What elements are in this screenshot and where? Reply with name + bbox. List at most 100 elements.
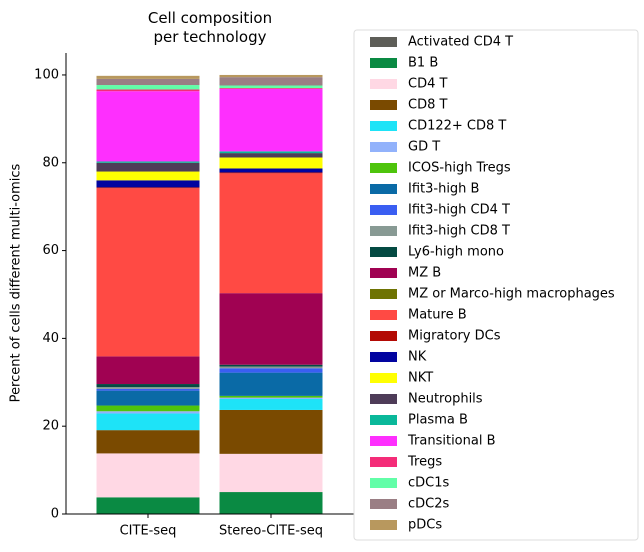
legend-label: GD T xyxy=(408,140,440,155)
legend-label: Transitional B xyxy=(407,434,496,449)
bar-segment xyxy=(97,188,200,356)
legend-label: Mature B xyxy=(408,308,467,323)
legend-swatch xyxy=(370,499,397,509)
legend-label: Neutrophils xyxy=(408,392,483,407)
bar-segment xyxy=(97,91,200,161)
legend-label: CD122+ CD8 T xyxy=(408,119,506,134)
bar-segment xyxy=(220,410,323,454)
legend-swatch xyxy=(370,478,397,488)
bar-segment xyxy=(97,453,200,497)
legend-swatch xyxy=(370,58,397,68)
y-tick-label: 0 xyxy=(51,507,59,522)
legend-swatch xyxy=(370,457,397,467)
bar-segment xyxy=(97,356,200,384)
legend-swatch xyxy=(370,205,397,215)
x-tick-label: CITE-seq xyxy=(120,524,177,539)
bar-segment xyxy=(97,172,200,181)
legend-swatch xyxy=(370,247,397,257)
bar-segment xyxy=(220,293,323,365)
legend-label: Ly6-high mono xyxy=(408,245,504,260)
bar-segment xyxy=(220,153,323,157)
bar-segment xyxy=(220,365,323,367)
bar-segment xyxy=(97,163,200,172)
legend-swatch xyxy=(370,100,397,110)
bar-segment xyxy=(97,430,200,453)
bar-segment xyxy=(97,497,200,513)
bar-segment xyxy=(220,77,323,85)
legend-swatch xyxy=(370,268,397,278)
bar-segment xyxy=(220,492,323,514)
legend-swatch xyxy=(370,436,397,446)
bar-segment xyxy=(97,85,200,89)
bar-segment xyxy=(220,366,323,368)
legend-label: B1 B xyxy=(408,56,438,71)
bar-segment xyxy=(220,173,323,293)
legend-label: cDC2s xyxy=(408,497,450,512)
bar-segment xyxy=(220,89,323,151)
legend-label: MZ B xyxy=(408,266,441,281)
legend-label: Migratory DCs xyxy=(408,329,501,344)
legend-label: Ifit3-high CD8 T xyxy=(408,224,510,239)
y-tick-label: 40 xyxy=(42,331,59,346)
legend-swatch xyxy=(370,310,397,320)
bar-segment xyxy=(97,389,200,391)
bar-segment xyxy=(220,75,323,77)
y-tick-label: 100 xyxy=(34,67,59,82)
y-tick-label: 80 xyxy=(42,155,59,170)
bar-segment xyxy=(97,161,200,162)
bar-segment xyxy=(220,399,323,410)
legend-label: CD8 T xyxy=(408,98,447,113)
legend-swatch xyxy=(370,142,397,152)
bar-segment xyxy=(220,398,323,399)
bar-segment xyxy=(220,368,323,372)
y-tick-label: 60 xyxy=(42,243,59,258)
legend-swatch xyxy=(370,37,397,47)
legend-swatch xyxy=(370,79,397,89)
bar-segment xyxy=(220,168,323,172)
legend-swatch xyxy=(370,520,397,530)
legend-swatch xyxy=(370,415,397,425)
bar-segment xyxy=(97,387,200,389)
bar-segment xyxy=(220,157,323,168)
legend-swatch xyxy=(370,289,397,299)
bar-segment xyxy=(220,396,323,398)
y-axis-label: Percent of cells different multi-omics xyxy=(9,163,24,402)
legend-swatch xyxy=(370,184,397,194)
legend-label: Plasma B xyxy=(408,413,468,428)
bar-segment xyxy=(97,406,200,412)
bar-segment xyxy=(220,85,323,88)
bar-segment xyxy=(220,151,323,153)
bar-segment xyxy=(220,88,323,89)
bar-segment xyxy=(97,384,200,387)
legend-label: Tregs xyxy=(407,455,442,470)
legend-label: CD4 T xyxy=(408,77,447,92)
legend-swatch xyxy=(370,394,397,404)
bar-segment xyxy=(97,180,200,187)
bar-segment xyxy=(97,187,200,188)
legend-label: pDCs xyxy=(408,518,442,533)
legend-label: Activated CD4 T xyxy=(408,35,513,50)
bar-segment xyxy=(97,411,200,413)
legend-swatch xyxy=(370,331,397,341)
legend-label: cDC1s xyxy=(408,476,450,491)
bar-segment xyxy=(97,391,200,406)
legend-label: ICOS-high Tregs xyxy=(408,161,511,176)
legend-label: MZ or Marco-high macrophages xyxy=(408,287,615,302)
bar-segment xyxy=(220,373,323,396)
legend-swatch xyxy=(370,226,397,236)
legend-label: NKT xyxy=(408,371,433,386)
bar-segment xyxy=(220,454,323,492)
legend-swatch xyxy=(370,352,397,362)
legend-label: Ifit3-high B xyxy=(408,182,479,197)
legend-swatch xyxy=(370,121,397,131)
legend-swatch xyxy=(370,373,397,383)
bar-segment xyxy=(220,172,323,173)
legend-swatch xyxy=(370,163,397,173)
bar-segment xyxy=(97,89,200,91)
bar-segment xyxy=(97,79,200,85)
x-tick-label: Stereo-CITE-seq xyxy=(219,524,323,539)
bar-segment xyxy=(97,76,200,79)
y-tick-label: 20 xyxy=(42,419,59,434)
